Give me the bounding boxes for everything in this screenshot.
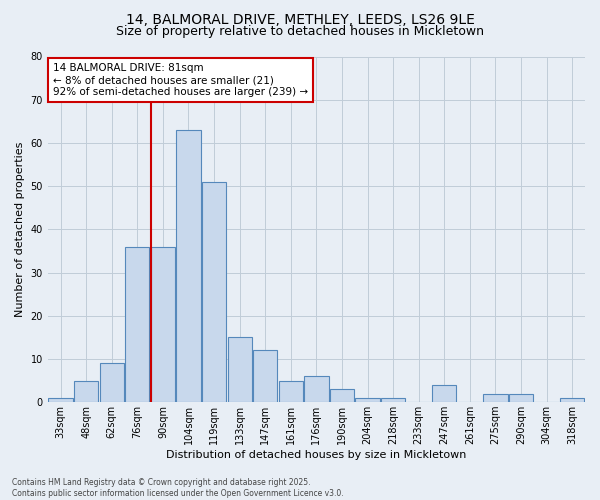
Bar bbox=[151, 246, 175, 402]
Bar bbox=[484, 394, 508, 402]
Text: Contains HM Land Registry data © Crown copyright and database right 2025.
Contai: Contains HM Land Registry data © Crown c… bbox=[12, 478, 344, 498]
Bar bbox=[49, 398, 73, 402]
X-axis label: Distribution of detached houses by size in Mickletown: Distribution of detached houses by size … bbox=[166, 450, 467, 460]
Bar bbox=[509, 394, 533, 402]
Text: Size of property relative to detached houses in Mickletown: Size of property relative to detached ho… bbox=[116, 25, 484, 38]
Bar bbox=[253, 350, 277, 402]
Bar bbox=[304, 376, 329, 402]
Bar bbox=[560, 398, 584, 402]
Bar bbox=[227, 338, 252, 402]
Bar bbox=[432, 385, 457, 402]
Text: 14 BALMORAL DRIVE: 81sqm
← 8% of detached houses are smaller (21)
92% of semi-de: 14 BALMORAL DRIVE: 81sqm ← 8% of detache… bbox=[53, 64, 308, 96]
Bar bbox=[100, 364, 124, 402]
Bar bbox=[278, 380, 303, 402]
Bar bbox=[176, 130, 200, 402]
Bar bbox=[74, 380, 98, 402]
Bar bbox=[202, 182, 226, 402]
Bar bbox=[330, 389, 354, 402]
Y-axis label: Number of detached properties: Number of detached properties bbox=[15, 142, 25, 317]
Bar bbox=[381, 398, 405, 402]
Bar bbox=[125, 246, 149, 402]
Text: 14, BALMORAL DRIVE, METHLEY, LEEDS, LS26 9LE: 14, BALMORAL DRIVE, METHLEY, LEEDS, LS26… bbox=[125, 12, 475, 26]
Bar bbox=[355, 398, 380, 402]
